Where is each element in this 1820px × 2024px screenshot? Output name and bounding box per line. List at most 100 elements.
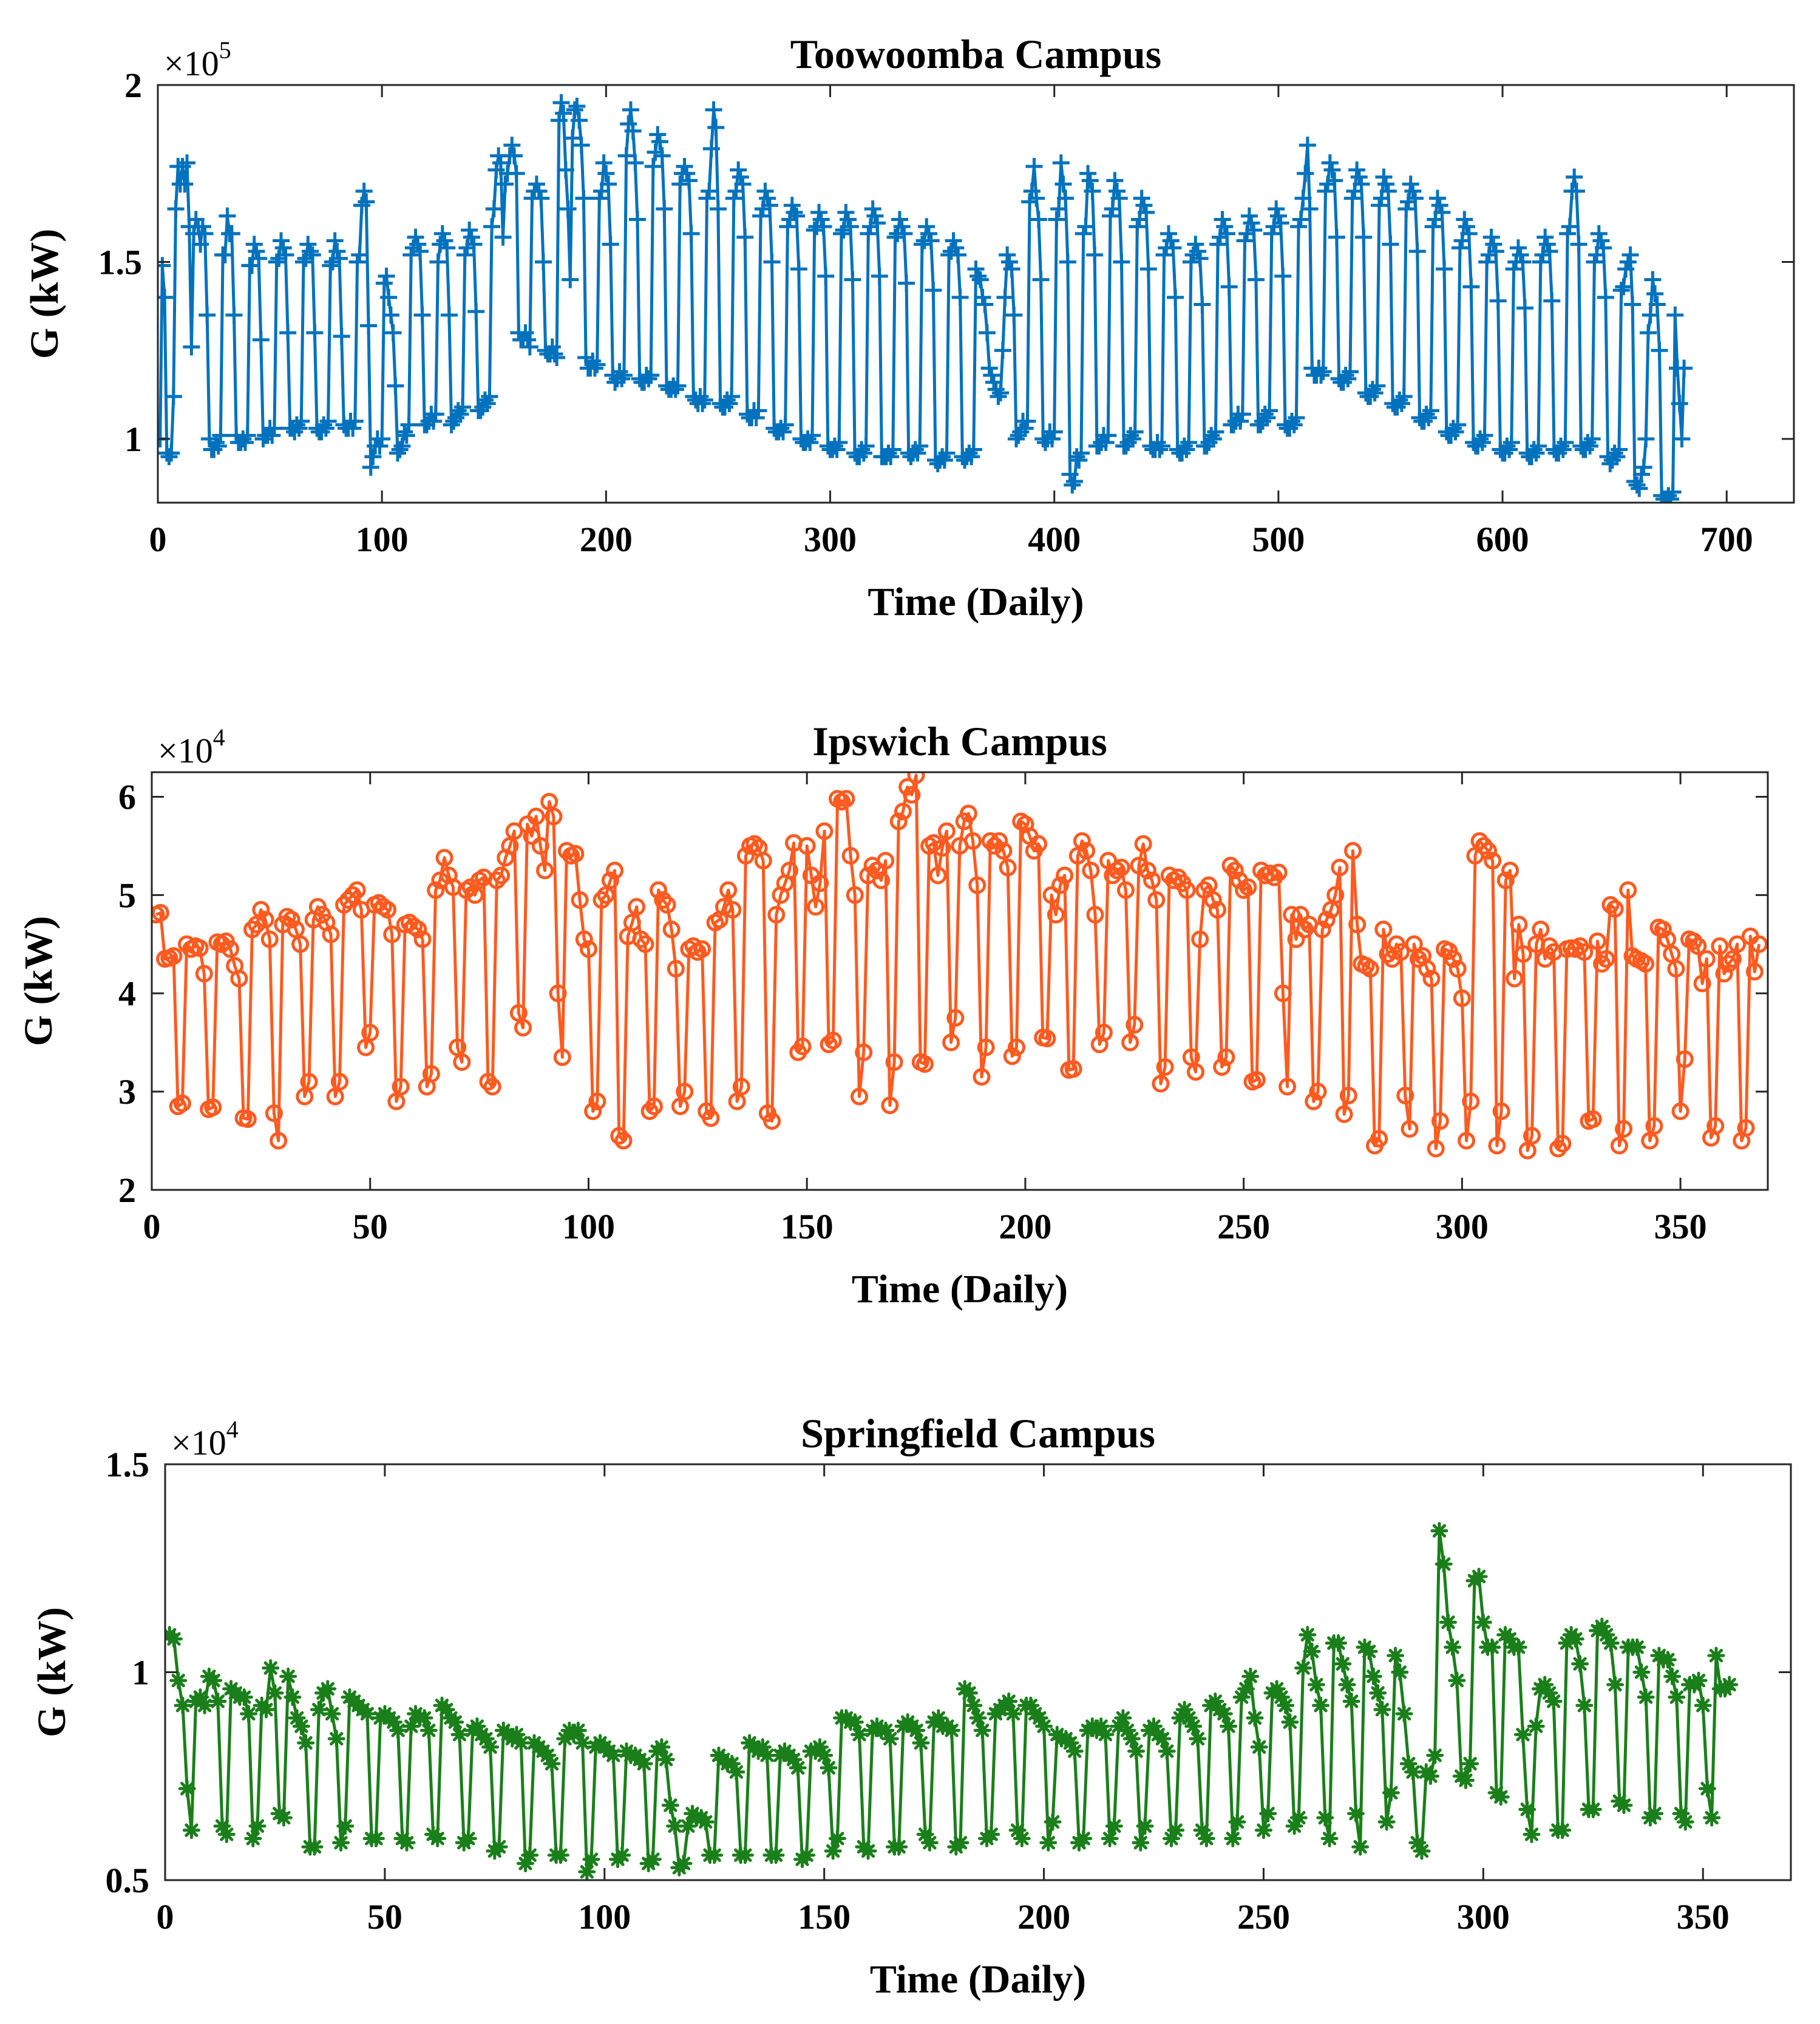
springfield-point [1022,1696,1040,1714]
ipswich-point [1143,871,1161,889]
toowoomba-point [1651,342,1668,359]
springfield-point [824,1842,842,1860]
ipswich-point [1523,1127,1541,1145]
springfield-point [477,1730,495,1748]
springfield-point [1430,1522,1448,1540]
toowoomba-point [1245,222,1263,239]
springfield-point [512,1734,530,1752]
toowoomba-point [521,338,538,356]
toowoomba-point [1395,388,1413,406]
toowoomba-point [1005,306,1023,324]
springfield-point [1606,1676,1624,1694]
toowoomba-point [176,175,194,193]
toowoomba-point [884,441,902,458]
springfield-series [165,1522,1739,1880]
toowoomba-point [671,175,689,193]
springfield-point [1299,1626,1317,1644]
springfield-point [415,1709,433,1727]
ipswich-point [1317,911,1336,929]
toowoomba-point [763,253,781,271]
toowoomba-point [294,253,312,271]
toowoomba-point [1110,189,1128,207]
ipswich-point [1056,866,1074,885]
toowoomba-point [1355,228,1373,246]
springfield-point [1364,1667,1382,1685]
ipswich-point [1082,861,1100,880]
springfield-point [1000,1692,1018,1710]
springfield-point [1408,1833,1427,1852]
springfield-markers [165,1522,1739,1880]
toowoomba-point [358,193,375,211]
springfield-point [459,1830,477,1847]
toowoomba-point [1220,278,1238,296]
springfield-point [1004,1705,1022,1723]
toowoomba-point [1631,480,1648,497]
springfield-point [182,1821,200,1839]
springfield-point [1193,1821,1211,1839]
ipswich-xtick-label: 0 [143,1207,161,1246]
ipswich-point [1147,891,1166,909]
springfield-point [279,1667,297,1685]
toowoomba-point [483,218,501,236]
toowoomba-point [1612,282,1630,299]
toowoomba-point [871,267,888,285]
toowoomba-point [978,324,996,342]
ipswich-markers [152,772,1768,1160]
ipswich-point [1261,864,1279,883]
ipswich-point [1283,906,1301,924]
ipswich-point [640,1102,659,1120]
ipswich-point [959,804,977,823]
springfield-point [767,1846,785,1864]
toowoomba-point [694,395,711,412]
ipswich-point [1339,1087,1357,1105]
ipswich-point [1335,1105,1353,1123]
toowoomba-point [1104,200,1121,218]
springfield-point [696,1813,715,1831]
ipswich-point [165,947,183,965]
ipswich-xtick-label: 100 [562,1207,615,1246]
ipswich-point [724,901,742,919]
springfield-point [1501,1630,1519,1648]
ipswich-point [1496,871,1515,889]
springfield-point [943,1721,961,1739]
ipswich-point [1549,1139,1567,1158]
ipswich-point [1248,1071,1266,1089]
springfield-point [1254,1821,1272,1839]
springfield-xtick-label: 50 [367,1897,402,1937]
toowoomba-point [667,381,684,398]
toowoomba-point [626,154,644,172]
springfield-point [1615,1796,1633,1815]
ipswich-point [654,891,672,909]
toowoomba-point [817,267,835,285]
toowoomba-point [869,214,886,232]
toowoomba-point [644,158,662,175]
springfield-xtick-label: 200 [1017,1897,1070,1937]
ipswich-point [1134,835,1152,853]
springfield-point [1285,1817,1303,1835]
toowoomba-exponent-label: ×105 [164,36,231,83]
ipswich-point [645,1097,663,1115]
springfield-point [674,1855,693,1873]
ipswich-point [1095,1024,1113,1042]
toowoomba-point [1621,246,1639,263]
toowoomba-point [322,257,339,274]
toowoomba-point [1065,473,1083,491]
springfield-point [1224,1830,1242,1847]
ipswich-point [793,1037,812,1056]
springfield-point [551,1846,569,1864]
toowoomba-point [223,225,240,242]
ipswich-point [1645,1117,1663,1135]
springfield-point [1369,1684,1387,1702]
toowoomba-point [1073,444,1090,462]
toowoomba-point [326,232,344,250]
ipswich-point [1348,915,1367,934]
springfield-point [613,1846,631,1864]
springfield-point [1035,1717,1053,1736]
springfield-point [1281,1713,1299,1731]
ipswich-point [575,930,593,948]
springfield-point [643,1850,662,1869]
ipswich-point [628,898,646,916]
ipswich-point [1309,1082,1327,1101]
ipswich-point [1697,950,1716,968]
springfield-point [1422,1767,1439,1785]
